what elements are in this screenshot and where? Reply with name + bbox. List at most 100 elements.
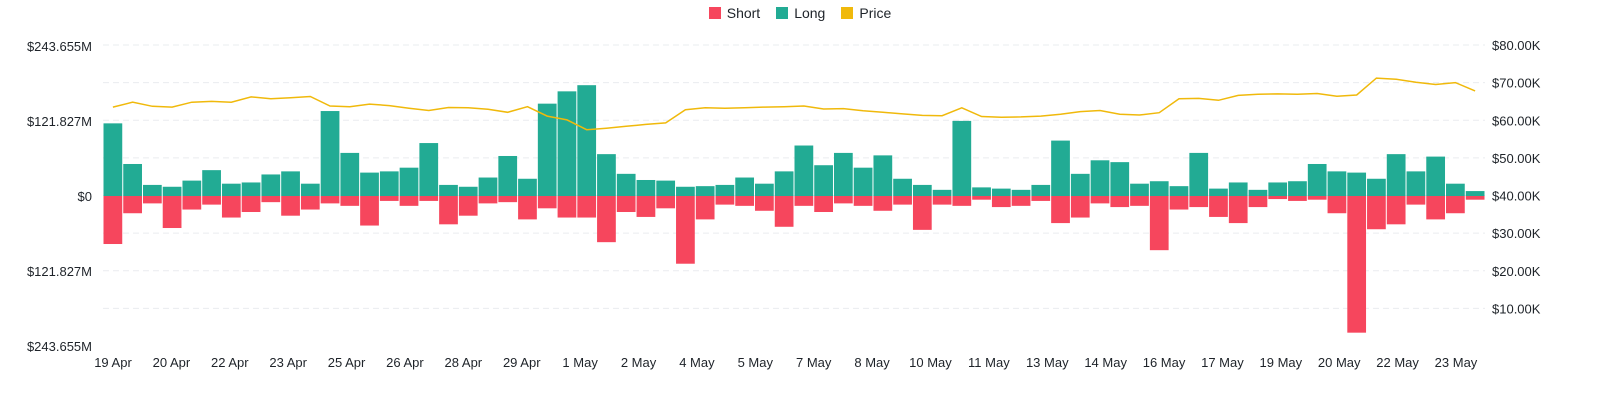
short-bar — [715, 196, 735, 205]
long-bar — [1149, 181, 1169, 196]
long-bar — [636, 179, 656, 196]
short-bar — [1209, 196, 1228, 217]
long-bar — [1090, 160, 1110, 196]
long-bar — [755, 183, 774, 196]
legend-swatch-price — [841, 7, 854, 19]
x-tick-label: 11 May — [968, 355, 1010, 370]
x-tick-label: 16 May — [1143, 355, 1186, 370]
x-tick-label: 1 May — [562, 355, 598, 370]
short-bar — [1051, 196, 1070, 224]
short-bar — [1288, 196, 1307, 201]
long-bar — [498, 155, 518, 196]
short-bar — [1169, 196, 1189, 210]
short-bar — [1268, 196, 1288, 200]
x-tick-label: 2 May — [621, 355, 657, 370]
long-bar — [1209, 188, 1228, 196]
short-bar — [873, 196, 893, 211]
long-bar — [1406, 171, 1426, 196]
short-bar — [1228, 196, 1248, 224]
short-bar — [458, 196, 478, 216]
long-bar — [695, 186, 715, 196]
long-bar — [281, 171, 300, 196]
short-bar — [577, 196, 597, 218]
long-bar — [932, 189, 952, 196]
long-bar — [1011, 189, 1031, 196]
long-bar — [873, 155, 893, 196]
short-bar — [320, 196, 340, 204]
x-tick-label: 28 Apr — [445, 355, 483, 370]
short-bar — [991, 196, 1011, 208]
short-bar — [932, 196, 952, 205]
legend-label-long: Long — [794, 5, 826, 21]
long-bar — [162, 186, 182, 196]
long-bar — [202, 170, 221, 196]
short-bar — [1465, 196, 1485, 200]
x-tick-label: 5 May — [738, 355, 774, 370]
long-bar — [1248, 189, 1268, 196]
short-bar — [1031, 196, 1051, 201]
long-bar — [1367, 178, 1386, 196]
long-bar — [1110, 162, 1130, 196]
short-bar — [498, 196, 518, 203]
x-tick-label: 19 May — [1260, 355, 1303, 370]
short-bar — [774, 196, 794, 227]
long-bar — [972, 187, 991, 196]
legend-item-long[interactable]: Long — [776, 5, 825, 21]
legend-item-short[interactable]: Short — [708, 5, 761, 21]
y-left-tick-label: $0 — [78, 189, 92, 204]
short-bar — [537, 196, 557, 209]
long-bar — [1031, 184, 1051, 196]
short-bar — [123, 196, 142, 214]
y-right-tick-label: $60.00K — [1492, 113, 1541, 128]
long-bar — [774, 171, 794, 196]
x-tick-label: 25 Apr — [328, 355, 366, 370]
short-bar — [1011, 196, 1031, 206]
long-bar — [300, 183, 320, 196]
short-bar — [1406, 196, 1426, 205]
short-bar — [1189, 196, 1209, 208]
long-bar — [379, 171, 399, 196]
x-tick-label: 17 May — [1201, 355, 1244, 370]
short-bar — [419, 196, 439, 201]
long-bar — [1327, 171, 1347, 196]
short-bar — [1090, 196, 1110, 204]
short-bar — [439, 196, 458, 225]
long-bar — [577, 85, 597, 196]
short-bar — [1130, 196, 1149, 206]
x-tick-label: 20 Apr — [153, 355, 191, 370]
x-tick-label: 19 Apr — [94, 355, 132, 370]
long-bar — [518, 178, 537, 196]
short-bar — [616, 196, 636, 213]
short-bar — [478, 196, 498, 204]
short-bar — [281, 196, 300, 216]
long-bar — [399, 167, 419, 196]
long-bar — [1228, 182, 1248, 196]
long-bar — [1288, 181, 1307, 196]
short-bar — [912, 196, 932, 230]
long-bar — [676, 186, 695, 196]
short-bar — [1426, 196, 1446, 220]
short-bar — [1248, 196, 1268, 208]
y-right-tick-label: $40.00K — [1492, 189, 1541, 204]
legend-label-short: Short — [726, 5, 761, 21]
short-bar — [1347, 196, 1367, 333]
short-bar — [142, 196, 162, 204]
long-bar — [1446, 183, 1465, 196]
long-bar — [1386, 154, 1406, 196]
legend-item-price[interactable]: Price — [841, 5, 891, 21]
long-bar — [1426, 156, 1446, 196]
short-bar — [162, 196, 182, 229]
x-tick-label: 7 May — [796, 355, 832, 370]
legend-swatch-short — [708, 7, 721, 19]
short-bar — [360, 196, 379, 226]
long-bar — [1189, 152, 1209, 196]
long-bar — [616, 173, 636, 196]
short-bar — [300, 196, 320, 210]
long-bar — [814, 165, 833, 196]
short-bar — [735, 196, 755, 206]
long-bar — [221, 183, 241, 196]
short-bar — [557, 196, 577, 218]
long-bar — [715, 184, 735, 196]
long-bar — [597, 154, 616, 196]
